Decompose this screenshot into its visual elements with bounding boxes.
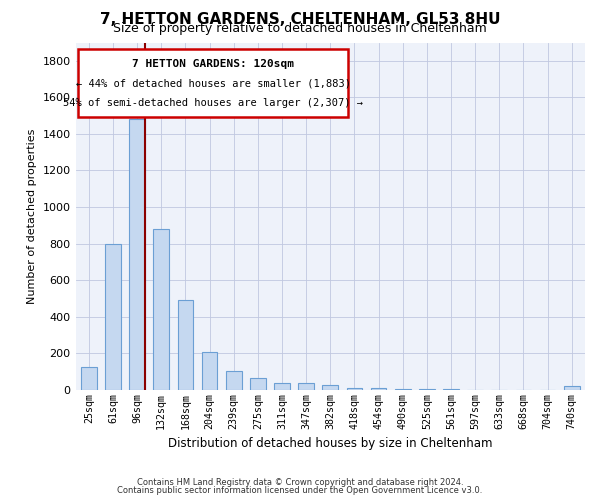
Bar (250, 378, 266, 390)
Bar (81, 367, 97, 390)
Bar (347, 388, 362, 390)
Text: ← 44% of detached houses are smaller (1,883): ← 44% of detached houses are smaller (1,… (76, 78, 350, 88)
Text: 54% of semi-detached houses are larger (2,307) →: 54% of semi-detached houses are larger (… (63, 98, 363, 108)
Bar (419, 389, 434, 390)
Bar (178, 300, 193, 390)
Bar (226, 370, 242, 390)
Bar (154, 229, 169, 390)
Bar (274, 382, 290, 390)
Bar (371, 388, 386, 390)
Y-axis label: Number of detached properties: Number of detached properties (27, 128, 37, 304)
Bar (322, 386, 338, 390)
Bar (395, 389, 410, 390)
Text: Contains public sector information licensed under the Open Government Licence v3: Contains public sector information licen… (118, 486, 482, 495)
Bar (105, 244, 121, 390)
FancyBboxPatch shape (78, 50, 348, 117)
X-axis label: Distribution of detached houses by size in Cheltenham: Distribution of detached houses by size … (168, 437, 493, 450)
Text: Contains HM Land Registry data © Crown copyright and database right 2024.: Contains HM Land Registry data © Crown c… (137, 478, 463, 487)
Bar (129, 120, 145, 390)
Bar (202, 352, 217, 390)
Bar (298, 384, 314, 390)
Text: Size of property relative to detached houses in Cheltenham: Size of property relative to detached ho… (113, 22, 487, 35)
Text: 7, HETTON GARDENS, CHELTENHAM, GL53 8HU: 7, HETTON GARDENS, CHELTENHAM, GL53 8HU (100, 12, 500, 26)
Text: 7 HETTON GARDENS: 120sqm: 7 HETTON GARDENS: 120sqm (132, 59, 294, 69)
Bar (564, 386, 580, 390)
